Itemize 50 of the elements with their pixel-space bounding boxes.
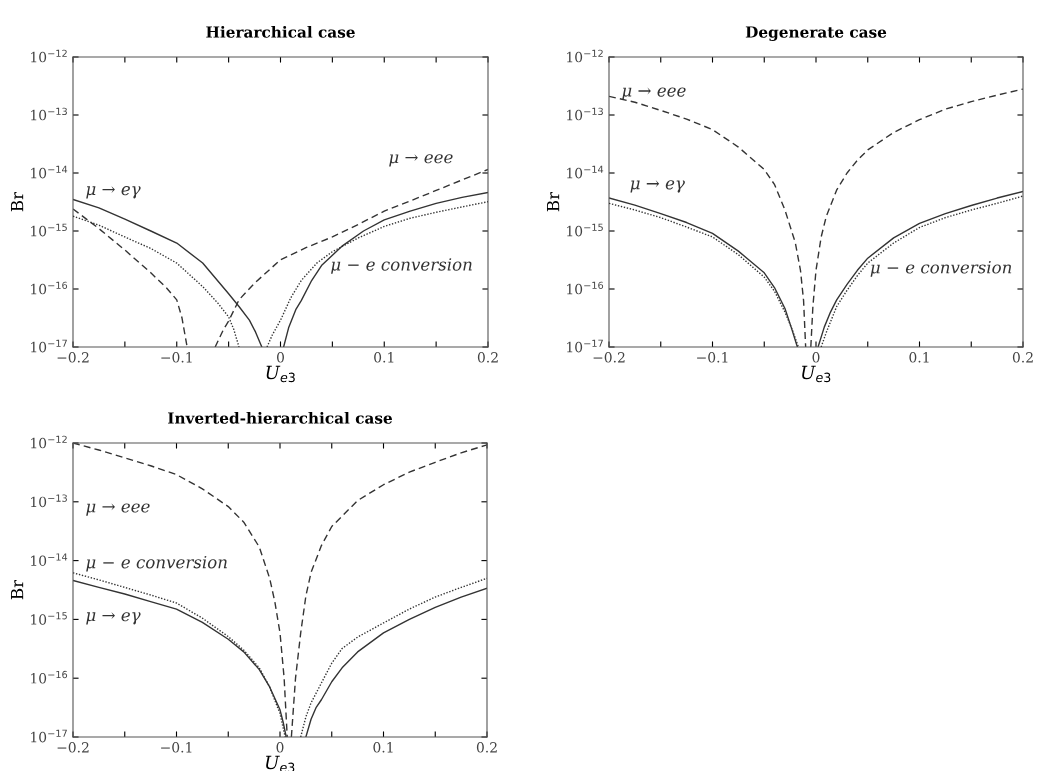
chart-title: Hierarchical case <box>206 25 355 38</box>
x-tick-label: 0.2 <box>1012 352 1033 363</box>
x-tick-label: 0 <box>276 742 284 753</box>
x-tick-label: −0.2 <box>57 352 89 363</box>
y-tick-label: 10$^{−16}$ <box>567 281 604 295</box>
x-tick-label: −0.1 <box>161 742 192 753</box>
y-tick-label: 10$^{−16}$ <box>31 670 68 684</box>
y-tick-label: 10$^{−14}$ <box>31 553 68 566</box>
x-axis-title: U$_{e3}$ <box>266 365 295 383</box>
x-tick-label: 0.1 <box>373 742 393 753</box>
x-tick-label: −0.2 <box>593 352 625 363</box>
x-tick-label: 0 <box>277 352 284 363</box>
y-tick-label: 10$^{−13}$ <box>31 107 67 121</box>
series-label: μ → eee <box>622 87 686 100</box>
y-tick-label: 10$^{−12}$ <box>31 435 67 449</box>
y-axis-title: Br <box>10 579 24 600</box>
y-axis-title: Br <box>546 191 560 212</box>
y-tick-label: 10$^{−16}$ <box>31 281 68 295</box>
series-label: μ → eee <box>389 154 453 167</box>
x-axis-title: U$_{e3}$ <box>802 365 831 383</box>
y-tick-label: 10$^{−13}$ <box>567 107 603 121</box>
y-axis-title: Br <box>10 191 24 212</box>
chart-title: Degenerate case <box>745 26 887 41</box>
text: μ → eee <box>86 503 150 516</box>
series-label: μ − e conversion <box>86 555 227 572</box>
y-tick-label: 10$^{−15}$ <box>31 223 67 237</box>
x-tick-label: 0.2 <box>476 742 497 753</box>
y-tick-label: 10$^{−17}$ <box>567 339 603 353</box>
x-tick-label: −0.1 <box>697 352 728 363</box>
y-tick-label: 10$^{−14}$ <box>567 165 604 179</box>
chart-title: Inverted-hierarchical case <box>168 411 392 424</box>
y-tick-label: 10$^{−15}$ <box>567 223 603 237</box>
x-tick-label: 0.2 <box>477 352 498 363</box>
y-tick-label: 10$^{−12}$ <box>567 49 603 63</box>
x-tick-label: 0.1 <box>374 352 394 363</box>
y-tick-label: 10$^{−12}$ <box>31 49 67 63</box>
series-label: μ → eγ <box>86 612 141 625</box>
x-tick-label: 0.1 <box>909 352 929 363</box>
series-label: μ → eγ <box>630 180 685 193</box>
y-tick-label: 10$^{−15}$ <box>31 612 67 625</box>
x-tick-label: −0.1 <box>161 352 192 363</box>
y-tick-label: 10$^{−17}$ <box>31 339 67 353</box>
series-label: μ → eγ <box>86 186 141 199</box>
y-tick-label: 10$^{−13}$ <box>31 494 67 508</box>
x-tick-label: 0 <box>812 352 820 363</box>
y-tick-label: 10$^{−14}$ <box>31 165 68 179</box>
series-label: μ − e conversion <box>331 258 472 274</box>
x-tick-label: −0.2 <box>57 742 89 753</box>
y-tick-label: 10$^{−17}$ <box>31 729 67 743</box>
series-label: μ − e conversion <box>870 261 1012 277</box>
